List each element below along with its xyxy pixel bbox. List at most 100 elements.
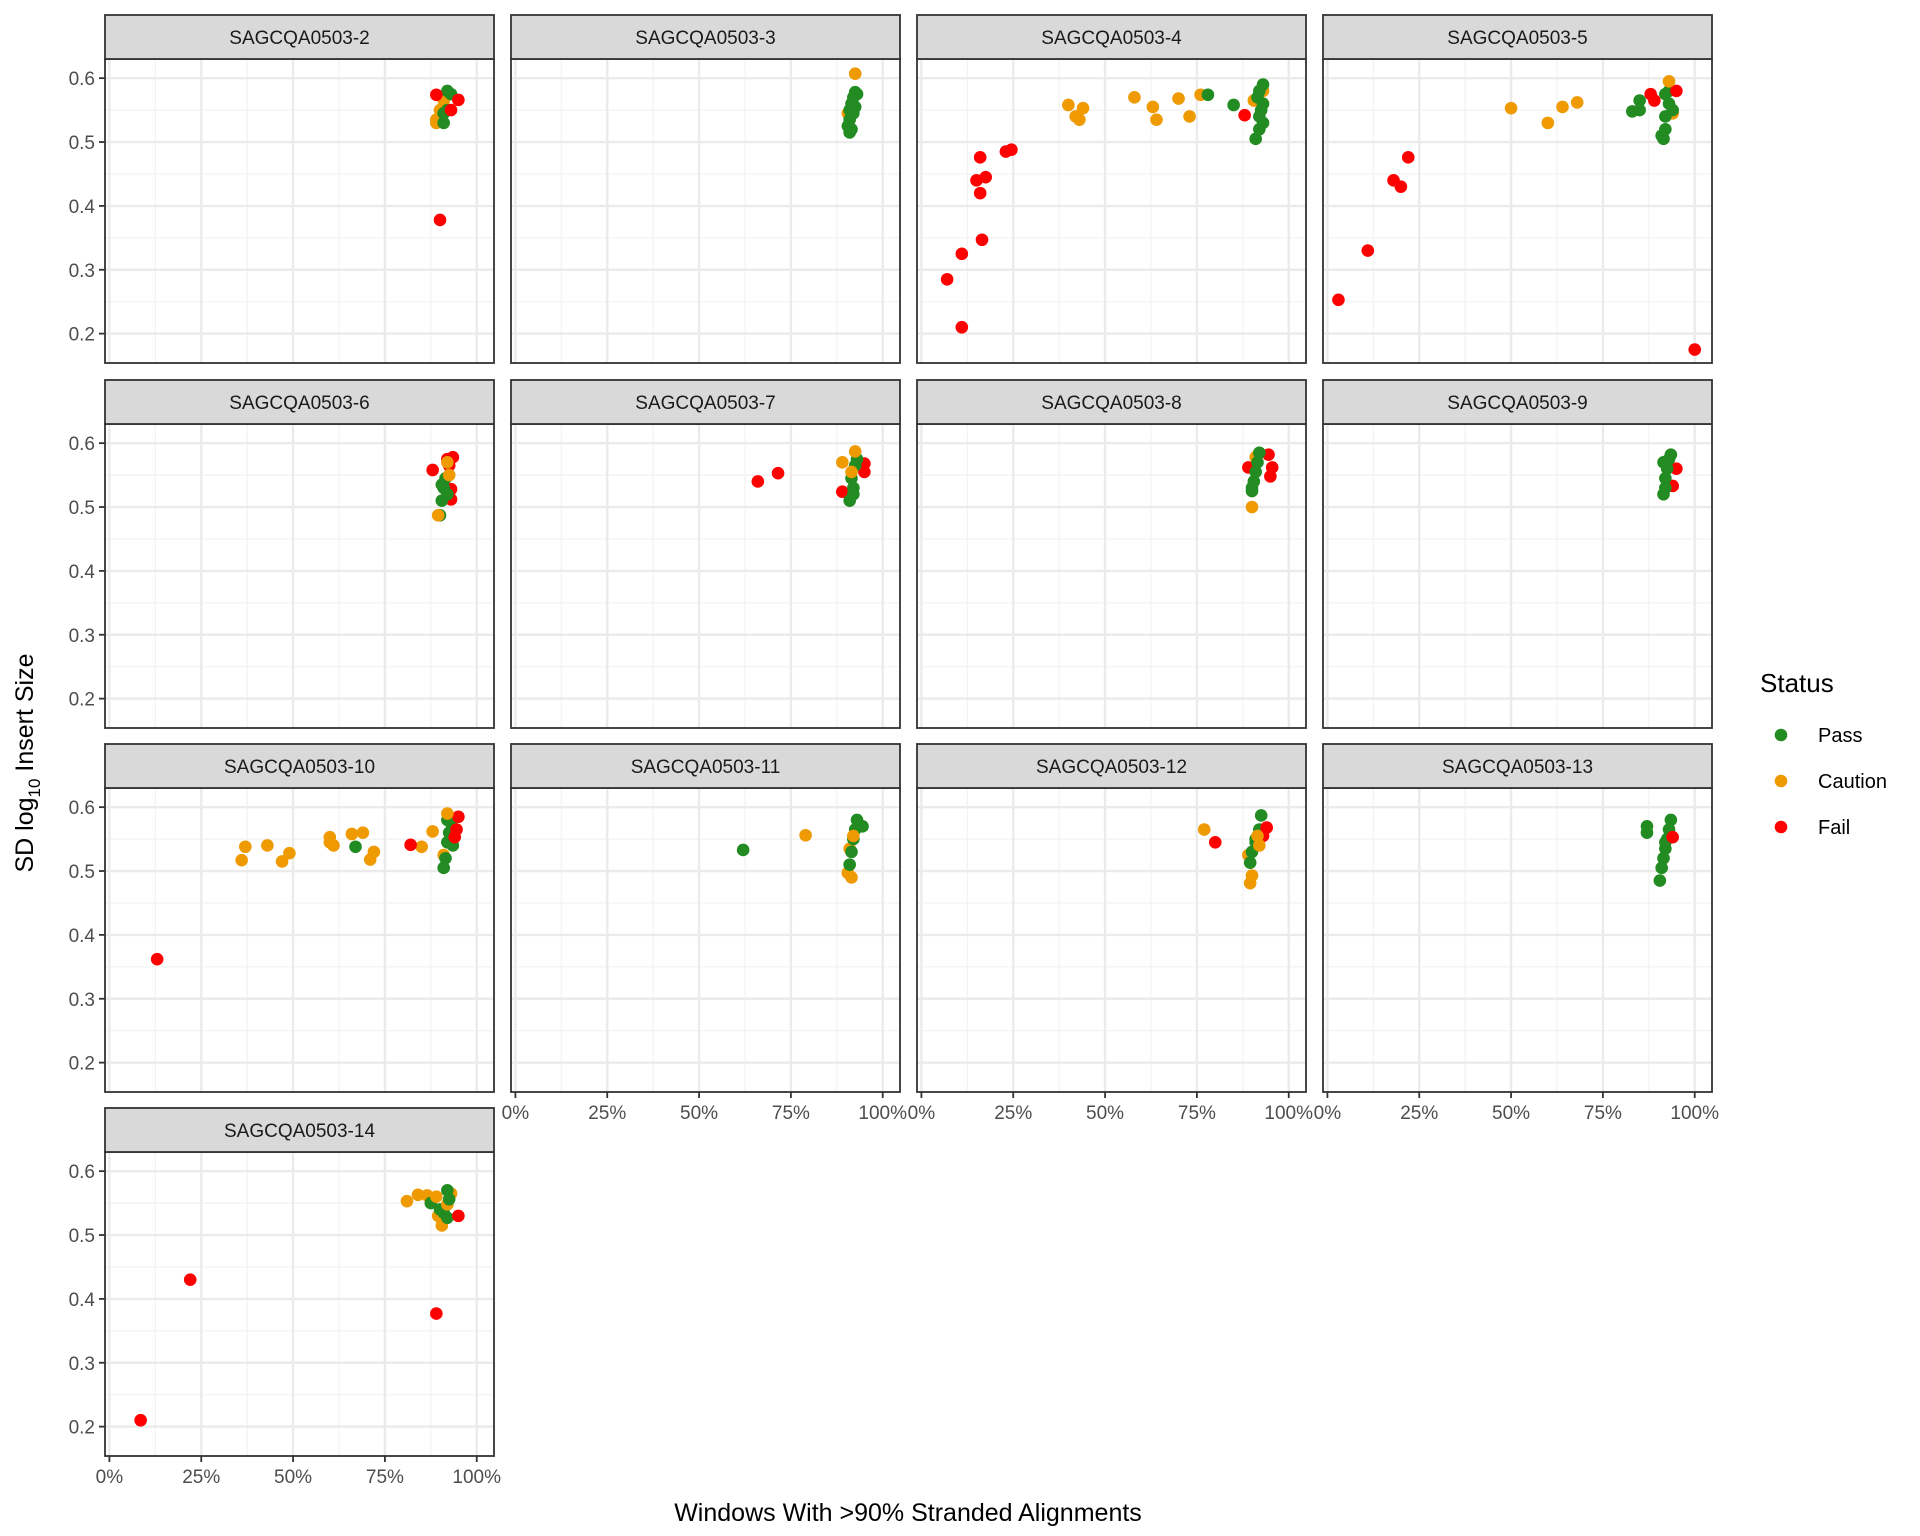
facet-strip-label: SAGCQA0503-2 bbox=[229, 28, 369, 49]
data-point-pass bbox=[1227, 98, 1240, 112]
facet-panel: SAGCQA0503-5 bbox=[1322, 14, 1713, 364]
x-tick-label: 50% bbox=[1086, 1103, 1124, 1124]
facet-panel: SAGCQA0503-11 0% 25% 50% 75% 100% bbox=[502, 743, 907, 1124]
x-axis-title: Windows With >90% Stranded Alignments bbox=[674, 1499, 1142, 1527]
legend-label: Pass bbox=[1818, 725, 1862, 747]
data-point-pass bbox=[1655, 861, 1668, 875]
x-tick-label: 0% bbox=[96, 1467, 124, 1488]
data-point-caution bbox=[442, 468, 456, 482]
facet-strip bbox=[510, 14, 901, 60]
data-point-caution bbox=[1183, 110, 1196, 123]
facet-strip-label: SAGCQA0503-3 bbox=[635, 28, 775, 49]
facet-strip bbox=[104, 743, 495, 789]
data-point-pass bbox=[1256, 116, 1270, 130]
y-axis-title-prefix: SD log bbox=[11, 797, 39, 872]
y-axis-title-suffix: Insert Size bbox=[11, 653, 39, 778]
data-point-pass bbox=[1253, 446, 1266, 460]
data-point-caution bbox=[356, 826, 370, 840]
plot-background bbox=[511, 424, 900, 728]
data-point-pass bbox=[441, 1211, 454, 1225]
data-point-caution bbox=[1251, 829, 1264, 843]
x-tick-label: 25% bbox=[182, 1467, 220, 1488]
data-point-caution bbox=[1172, 92, 1185, 105]
facet-panel: SAGCQA0503-9 bbox=[1322, 379, 1713, 729]
facet-strip-label: SAGCQA0503-4 bbox=[1041, 28, 1182, 49]
data-point-fail bbox=[1361, 244, 1375, 257]
y-tick-label: 0.5 bbox=[69, 1226, 95, 1247]
facet-strip bbox=[1322, 379, 1713, 425]
data-point-caution bbox=[441, 456, 454, 469]
data-point-pass bbox=[442, 1192, 456, 1206]
facet-strip bbox=[916, 379, 1307, 425]
x-tick-label: 0% bbox=[908, 1103, 936, 1124]
legend: Status Pass Caution Fail bbox=[1760, 668, 1887, 839]
data-point-pass bbox=[437, 861, 450, 875]
data-point-caution bbox=[1541, 116, 1555, 130]
data-point-caution bbox=[261, 839, 274, 852]
x-tick-label: 50% bbox=[1492, 1103, 1530, 1124]
y-tick-label: 0.4 bbox=[69, 926, 96, 947]
facet-panel: SAGCQA0503-13 0% 25% 50% 75% 100% bbox=[1314, 743, 1719, 1124]
data-point-fail bbox=[1394, 180, 1408, 194]
data-point-fail bbox=[433, 213, 447, 227]
data-point-pass bbox=[1254, 809, 1268, 822]
facet-panel: SAGCQA0503-7 bbox=[510, 379, 901, 729]
data-point-fail bbox=[975, 233, 989, 247]
data-point-caution bbox=[367, 845, 381, 859]
x-tick-label: 100% bbox=[1670, 1103, 1719, 1124]
data-point-pass bbox=[441, 487, 454, 501]
data-point-pass bbox=[1633, 94, 1646, 107]
data-point-fail bbox=[1332, 293, 1345, 307]
data-point-fail bbox=[150, 952, 164, 966]
data-point-fail bbox=[134, 1413, 147, 1427]
data-point-fail bbox=[979, 170, 992, 184]
data-point-fail bbox=[1208, 835, 1222, 849]
data-point-pass bbox=[1251, 456, 1264, 469]
y-tick-label: 0.4 bbox=[69, 562, 96, 583]
y-tick-label: 0.3 bbox=[69, 261, 95, 282]
facet-strip bbox=[1322, 14, 1713, 60]
data-point-fail bbox=[771, 466, 785, 480]
data-point-pass bbox=[439, 851, 452, 865]
data-point-fail bbox=[836, 485, 849, 498]
data-point-caution bbox=[431, 509, 445, 522]
data-point-fail bbox=[448, 830, 461, 844]
data-point-pass bbox=[1254, 103, 1268, 117]
plot-background bbox=[1323, 788, 1712, 1092]
facet-strip bbox=[104, 14, 495, 60]
y-tick-label: 0.6 bbox=[69, 798, 95, 819]
data-point-caution bbox=[1570, 96, 1584, 109]
facet-strip bbox=[510, 743, 901, 789]
facet-strip-label: SAGCQA0503-7 bbox=[635, 393, 775, 414]
facet-strip bbox=[1322, 743, 1713, 789]
data-point-caution bbox=[1556, 100, 1569, 114]
facet-strip-label: SAGCQA0503-13 bbox=[1442, 757, 1593, 778]
facet-panels: SAGCQA0503-2 0.2 0.3 0.4 0.5 0.6 SAGCQA0503-3 S… bbox=[69, 14, 1719, 1488]
data-point-fail bbox=[973, 186, 987, 200]
data-point-caution bbox=[1128, 91, 1141, 104]
data-point-pass bbox=[1245, 481, 1259, 495]
data-point-pass bbox=[437, 116, 450, 130]
data-point-fail bbox=[1005, 143, 1018, 156]
data-point-pass bbox=[848, 100, 862, 114]
data-point-caution bbox=[345, 827, 359, 841]
facet-strip-label: SAGCQA0503-6 bbox=[229, 393, 369, 414]
facet-panel: SAGCQA0503-10 0.2 0.3 0.4 0.5 0.6 bbox=[69, 743, 495, 1093]
x-tick-label: 0% bbox=[502, 1103, 530, 1124]
y-tick-label: 0.4 bbox=[69, 197, 96, 218]
x-tick-label: 50% bbox=[274, 1467, 312, 1488]
data-point-caution bbox=[836, 456, 849, 469]
data-point-caution bbox=[415, 840, 428, 854]
facet-panel: SAGCQA0503-2 0.2 0.3 0.4 0.5 0.6 bbox=[69, 14, 495, 364]
facet-strip-label: SAGCQA0503-11 bbox=[631, 757, 781, 778]
y-tick-label: 0.3 bbox=[69, 990, 95, 1011]
data-point-pass bbox=[1657, 851, 1670, 865]
legend-key-caution bbox=[1774, 774, 1788, 788]
data-point-caution bbox=[848, 67, 862, 80]
plot-background bbox=[917, 59, 1306, 363]
data-point-fail bbox=[1401, 151, 1415, 164]
x-tick-label: 0% bbox=[1314, 1103, 1342, 1124]
data-point-pass bbox=[1664, 813, 1678, 827]
data-point-fail bbox=[940, 273, 954, 286]
data-point-caution bbox=[845, 871, 858, 884]
